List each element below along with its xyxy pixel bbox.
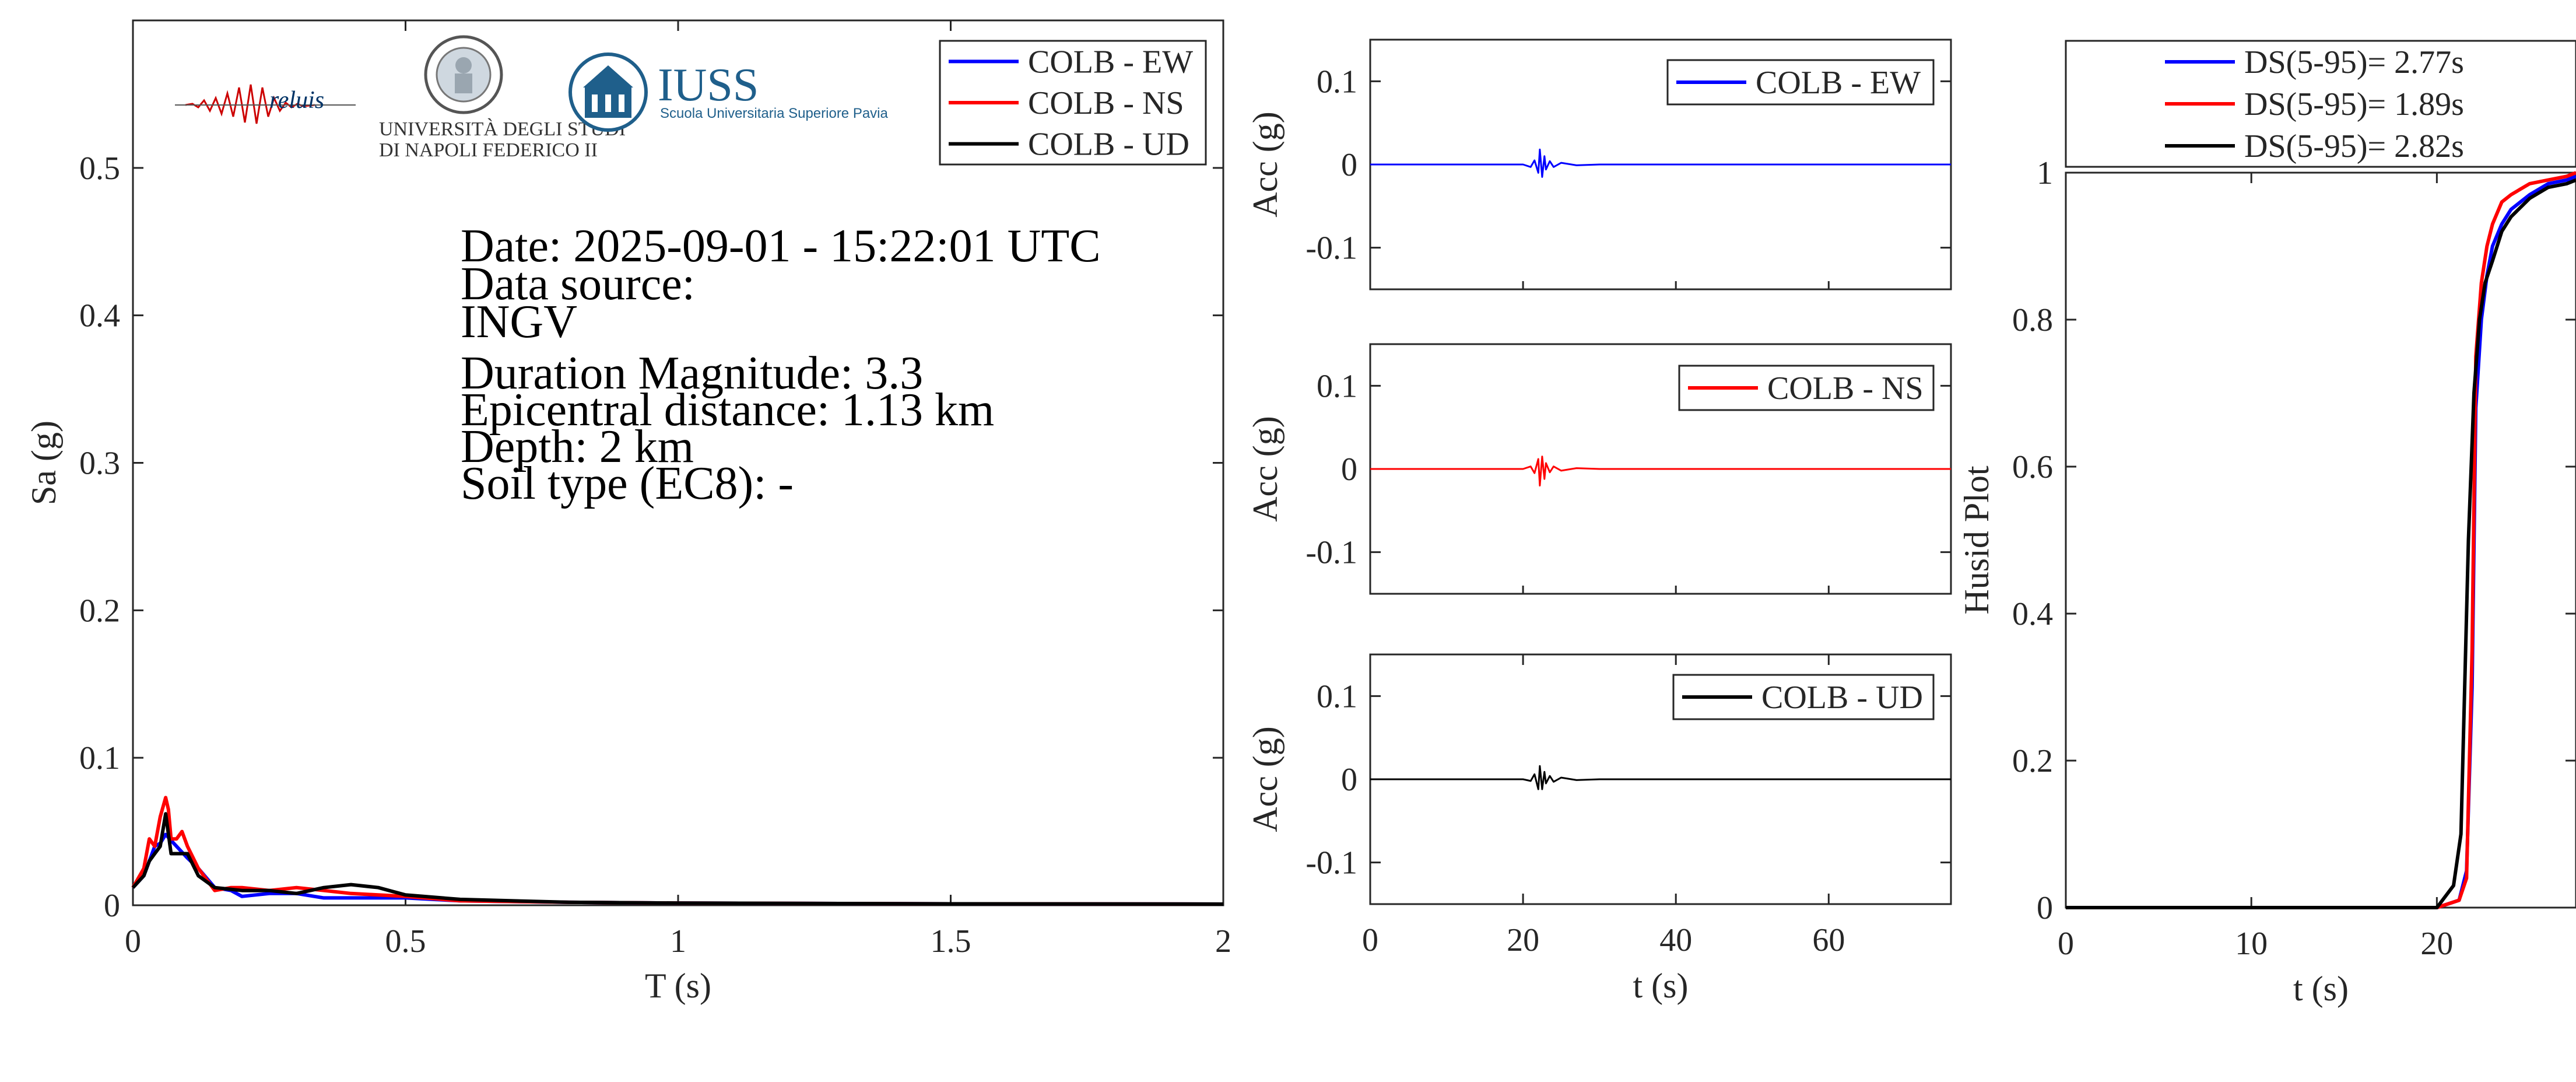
x-axis-label: t (s) <box>2293 969 2349 1008</box>
xtick-label: 20 <box>2420 926 2453 962</box>
ytick-label: -0.1 <box>1305 230 1357 267</box>
xtick-label: 0.5 <box>385 923 426 960</box>
ytick-label: 0.2 <box>2012 743 2053 779</box>
university-seal-icon <box>424 35 503 114</box>
acc-ud-panel: -0.1 0 0.1 0 20 40 60 t (s) Acc (g) COLB - UD <box>1246 653 1952 1005</box>
seismogram-logo-icon <box>175 84 356 124</box>
unina-logo: UNIVERSITÀ DEGLI STUDI DI NAPOLI FEDERIC… <box>379 35 626 161</box>
x-axis-label: T (s) <box>645 967 711 1005</box>
ytick-label: 0.6 <box>2012 449 2053 485</box>
legend-entry: COLB - NS <box>1028 85 1184 121</box>
info-source-label: Data source: <box>461 258 695 310</box>
iuss-title: IUSS <box>658 59 759 111</box>
unina-line-2: DI NAPOLI FEDERICO II <box>379 139 598 161</box>
series-line-1 <box>1370 456 1951 486</box>
xtick-label: 20 <box>1507 922 1539 958</box>
ytick-label: 0.4 <box>2012 596 2053 632</box>
ytick-label: 0.1 <box>1317 368 1357 404</box>
ytick-label: 1 <box>2037 155 2053 191</box>
legend-entry: COLB - UD <box>1028 127 1189 163</box>
iuss-subtitle: Scuola Universitaria Superiore Pavia <box>660 106 889 121</box>
iuss-building-icon <box>568 52 648 132</box>
y-axis-label: Acc (g) <box>1246 726 1285 832</box>
info-magnitude: Duration Magnitude: 3.3 <box>461 348 923 399</box>
ytick-label: 0.1 <box>1317 64 1357 100</box>
legend-entry: DS(5-95)= 2.82s <box>2244 128 2464 164</box>
info-depth: Depth: 2 km <box>461 421 694 472</box>
series-line-2 <box>2066 171 2576 909</box>
series-line-3 <box>2066 178 2576 909</box>
info-soil: Soil type (EC8): - <box>461 458 794 509</box>
info-source-value: INGV <box>461 296 577 348</box>
reluis-logo-text: reluis <box>269 87 324 114</box>
spectrum-axes-box <box>132 19 1224 906</box>
info-date: Date: 2025-09-01 - 15:22:01 UTC <box>461 220 1101 272</box>
ytick-label: 0 <box>1341 762 1357 798</box>
xtick-label: 10 <box>2235 926 2268 962</box>
xtick-label: 0 <box>125 923 141 960</box>
xtick-label: 40 <box>1659 922 1692 958</box>
legend-entry: COLB - EW <box>1756 65 1921 101</box>
legend-entry: COLB - EW <box>1028 44 1193 80</box>
ytick-label: 0.2 <box>79 593 120 629</box>
ytick-label: 0.3 <box>79 446 120 482</box>
ytick-label: 0.5 <box>79 150 120 187</box>
ytick-label: 0.1 <box>79 740 120 776</box>
ytick-label: 0.4 <box>79 298 120 334</box>
series-line-1 <box>1370 148 1951 178</box>
xtick-label: 0 <box>1362 922 1378 958</box>
info-distance: Epicentral distance: 1.13 km <box>461 384 994 436</box>
husid-axes-box <box>2065 171 2576 909</box>
y-axis-label: Acc (g) <box>1246 111 1285 218</box>
x-axis-label: t (s) <box>1633 967 1689 1005</box>
spectrum-panel: 0 0.1 0.2 0.3 0.4 0.5 0 0.5 1 1.5 2 T (s) Sa (g) rel… <box>24 19 1231 1005</box>
xtick-label: 1 <box>670 923 686 960</box>
legend-entry: DS(5-95)= 2.77s <box>2244 44 2464 80</box>
series-line-1 <box>1370 765 1951 790</box>
husid-panel: 00.20.40.60.810 10 20t (s)Husid PlotDS(5-9… <box>1957 40 2576 1008</box>
reluis-logo: reluis <box>175 84 356 124</box>
acc-ew-panel: -0.1 0 0.1 Acc (g) COLB - EW <box>1246 38 1952 290</box>
ytick-label: 0.1 <box>1317 678 1357 715</box>
ytick-label: 0 <box>104 888 120 924</box>
legend-entry: COLB - NS <box>1767 370 1924 407</box>
ytick-label: 0.8 <box>2012 302 2053 338</box>
iuss-logo: IUSS Scuola Universitaria Superiore Pavi… <box>568 52 889 132</box>
y-axis-label: Acc (g) <box>1246 416 1285 522</box>
ytick-label: -0.1 <box>1305 535 1357 571</box>
legend-entry: COLB - UD <box>1761 680 1923 716</box>
ytick-label: 0 <box>1341 451 1357 488</box>
ytick-label: 0 <box>2037 890 2053 926</box>
event-info: Date: 2025-09-01 - 15:22:01 UTC Data sou… <box>461 220 1101 509</box>
xtick-label: 2 <box>1215 923 1231 960</box>
ytick-label: 0 <box>1341 147 1357 183</box>
acc-ns-panel: -0.1 0 0.1 Acc (g) COLB - NS <box>1246 343 1952 595</box>
series-line-3 <box>131 812 1224 906</box>
xtick-label: 0 <box>2058 926 2074 962</box>
legend-entry: DS(5-95)= 1.89s <box>2244 86 2464 122</box>
y-axis-label: Sa (g) <box>24 421 63 505</box>
ytick-label: -0.1 <box>1305 845 1357 881</box>
xtick-label: 1.5 <box>931 923 971 960</box>
y-axis-label: Husid Plot <box>1957 465 1996 614</box>
xtick-label: 60 <box>1812 922 1845 958</box>
legend-box <box>2065 40 2576 168</box>
